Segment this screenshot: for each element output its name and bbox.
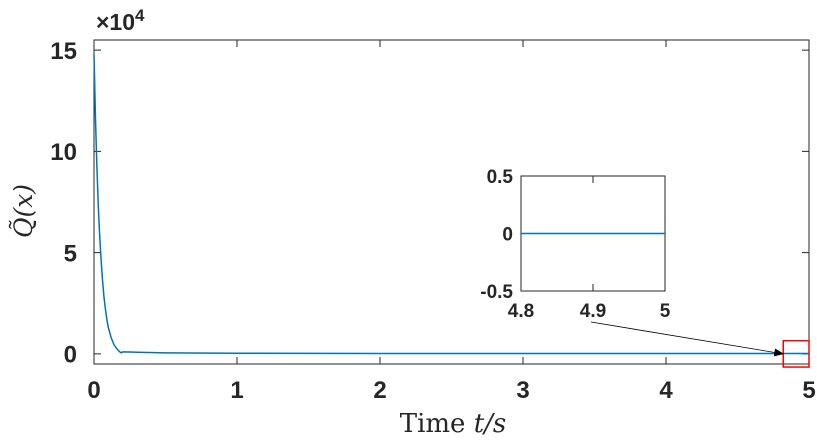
x-axis-label: Time t/s	[400, 409, 507, 439]
inset-y-tick-label: -0.5	[480, 282, 513, 303]
inset-y-ticks: -0.5 0 0.5	[480, 167, 665, 303]
main-y-tick-label: 15	[50, 38, 77, 65]
main-x-tick-label: 1	[230, 377, 243, 404]
inset-x-ticks: 4.8 4.9 5	[508, 176, 671, 322]
inset-axes: 4.8 4.9 5 -0.5 0 0.5	[480, 167, 670, 322]
main-x-tick-label: 0	[87, 377, 100, 404]
main-y-tick-label: 10	[50, 139, 77, 166]
main-x-tick-label: 5	[802, 377, 815, 404]
zoom-arrow	[590, 321, 785, 357]
main-x-tick-label: 2	[373, 377, 386, 404]
x-axis-label-text: Time	[400, 409, 474, 439]
main-y-ticks: 0 5 10 15	[50, 38, 809, 369]
inset-x-tick-label: 4.8	[508, 301, 534, 322]
multiplier-exponent: 4	[135, 6, 145, 25]
main-x-tick-label: 4	[659, 377, 673, 404]
main-y-tick-label: 5	[64, 240, 77, 267]
inset-y-tick-label: 0.5	[487, 167, 514, 188]
inset-x-tick-label: 4.9	[580, 301, 606, 322]
y-axis-multiplier: ×104	[96, 6, 145, 36]
inset-y-tick-label: 0	[502, 224, 513, 245]
multiplier-prefix: ×10	[96, 9, 135, 35]
main-plot-frame	[93, 39, 810, 365]
main-x-tick-label: 3	[516, 377, 529, 404]
main-axes: 0 1 2 3 4 5 0 5 10 15	[50, 38, 815, 404]
main-series-line	[93, 54, 809, 355]
x-axis-label-variable: t/s	[474, 409, 507, 439]
y-axis-label: Q̃(x)	[9, 184, 38, 238]
inset-x-tick-label: 5	[660, 301, 671, 322]
main-x-ticks: 0 1 2 3 4 5	[87, 40, 816, 404]
main-y-tick-label: 0	[64, 342, 77, 369]
